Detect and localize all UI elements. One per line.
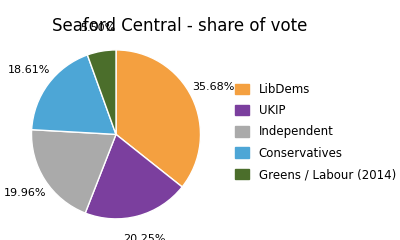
Wedge shape [116,50,200,187]
Text: 18.61%: 18.61% [8,65,50,75]
Text: 20.25%: 20.25% [123,234,166,240]
Wedge shape [32,130,116,213]
Text: 19.96%: 19.96% [4,188,46,198]
Wedge shape [87,50,116,134]
Wedge shape [85,134,182,219]
Legend: LibDems, UKIP, Independent, Conservatives, Greens / Labour (2014): LibDems, UKIP, Independent, Conservative… [235,83,396,181]
Text: 35.68%: 35.68% [192,82,234,92]
Text: Seaford Central - share of vote: Seaford Central - share of vote [52,17,308,35]
Wedge shape [32,55,116,134]
Text: 5.50%: 5.50% [80,23,115,33]
